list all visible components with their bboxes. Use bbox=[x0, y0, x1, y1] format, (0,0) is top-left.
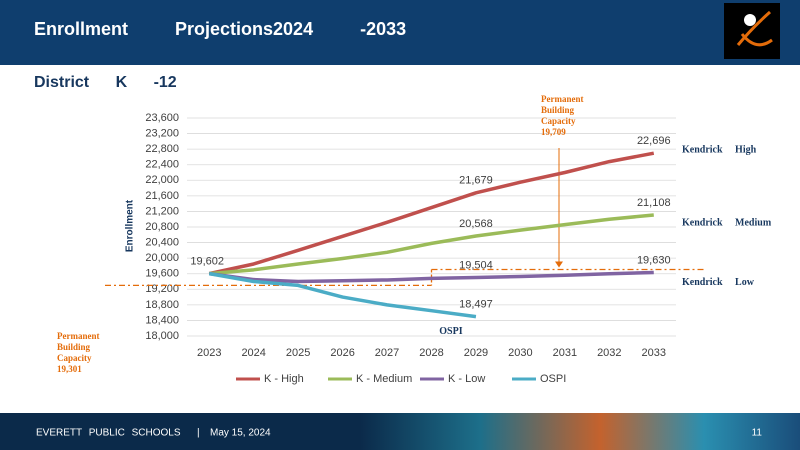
title: Enrollment Projections2024 -2033 bbox=[34, 19, 406, 39]
legend-label: OSPI bbox=[540, 373, 566, 385]
y-tick-label: 18,000 bbox=[145, 330, 179, 342]
x-tick-label: 2033 bbox=[642, 347, 666, 359]
data-label: 19,504 bbox=[459, 259, 493, 271]
y-axis-label: Enrollment bbox=[125, 199, 136, 252]
capacity-label: Permanent bbox=[541, 94, 584, 104]
capacity-label: Capacity bbox=[541, 116, 576, 126]
capacity-label: Building bbox=[57, 342, 91, 352]
capacity-arrowhead bbox=[555, 261, 563, 268]
series-line bbox=[208, 151, 655, 276]
capacity-label: Building bbox=[541, 105, 575, 115]
y-tick-label: 18,400 bbox=[145, 314, 179, 326]
footer-sep: | bbox=[197, 428, 200, 439]
y-tick-label: 20,800 bbox=[145, 221, 179, 233]
logo-swoosh bbox=[736, 10, 773, 47]
page-number: 11 bbox=[752, 428, 763, 439]
capacity-label: Capacity bbox=[57, 353, 92, 363]
footer-bar bbox=[0, 413, 800, 450]
footer-date: May 15, 2024 bbox=[210, 428, 271, 439]
y-tick-label: 19,600 bbox=[145, 268, 179, 280]
data-label: 19,602 bbox=[190, 256, 224, 268]
series-side-label: Kendrick Low bbox=[682, 277, 755, 288]
capacity-label: Permanent bbox=[57, 331, 100, 341]
y-tick-label: 20,400 bbox=[145, 236, 179, 248]
x-tick-label: 2026 bbox=[330, 347, 354, 359]
x-tick-label: 2031 bbox=[553, 347, 577, 359]
legend-label: K - High bbox=[264, 373, 304, 385]
logo-head bbox=[744, 14, 756, 26]
data-label: 22,696 bbox=[637, 135, 671, 147]
data-label: 19,630 bbox=[637, 254, 671, 266]
series-side-label: Kendrick Medium bbox=[682, 217, 772, 228]
subtitle: District K -12 bbox=[34, 74, 177, 91]
data-label: 18,497 bbox=[459, 299, 493, 311]
x-tick-label: 2030 bbox=[508, 347, 532, 359]
x-tick-label: 2029 bbox=[464, 347, 488, 359]
series-side-label: OSPI bbox=[439, 326, 462, 337]
x-tick-label: 2025 bbox=[286, 347, 310, 359]
data-label: 21,108 bbox=[637, 197, 671, 209]
y-tick-label: 22,800 bbox=[145, 143, 179, 155]
series-side-label: Kendrick High bbox=[682, 144, 757, 155]
x-tick-label: 2032 bbox=[597, 347, 621, 359]
capacity-label: 19,709 bbox=[541, 127, 566, 137]
footer-org: EVERETT PUBLIC SCHOOLS bbox=[36, 428, 181, 439]
data-label: 21,679 bbox=[459, 175, 493, 187]
header-bar bbox=[0, 0, 800, 65]
legend-label: K - Low bbox=[448, 373, 485, 385]
capacity-label: 19,301 bbox=[57, 364, 82, 374]
series-line bbox=[208, 271, 477, 319]
y-tick-label: 23,200 bbox=[145, 127, 179, 139]
y-tick-label: 21,200 bbox=[145, 205, 179, 217]
x-tick-label: 2027 bbox=[375, 347, 399, 359]
y-tick-label: 21,600 bbox=[145, 190, 179, 202]
y-tick-label: 22,000 bbox=[145, 174, 179, 186]
x-tick-label: 2028 bbox=[419, 347, 443, 359]
series-line bbox=[209, 213, 654, 276]
x-tick-label: 2023 bbox=[197, 347, 221, 359]
data-label: 20,568 bbox=[459, 218, 493, 230]
series-line bbox=[208, 270, 654, 284]
y-tick-label: 23,600 bbox=[145, 112, 179, 124]
y-tick-label: 18,800 bbox=[145, 299, 179, 311]
y-tick-label: 22,400 bbox=[145, 159, 179, 171]
legend-label: K - Medium bbox=[356, 373, 412, 385]
x-tick-label: 2024 bbox=[241, 347, 265, 359]
y-tick-label: 20,000 bbox=[145, 252, 179, 264]
y-tick-label: 19,200 bbox=[145, 283, 179, 295]
